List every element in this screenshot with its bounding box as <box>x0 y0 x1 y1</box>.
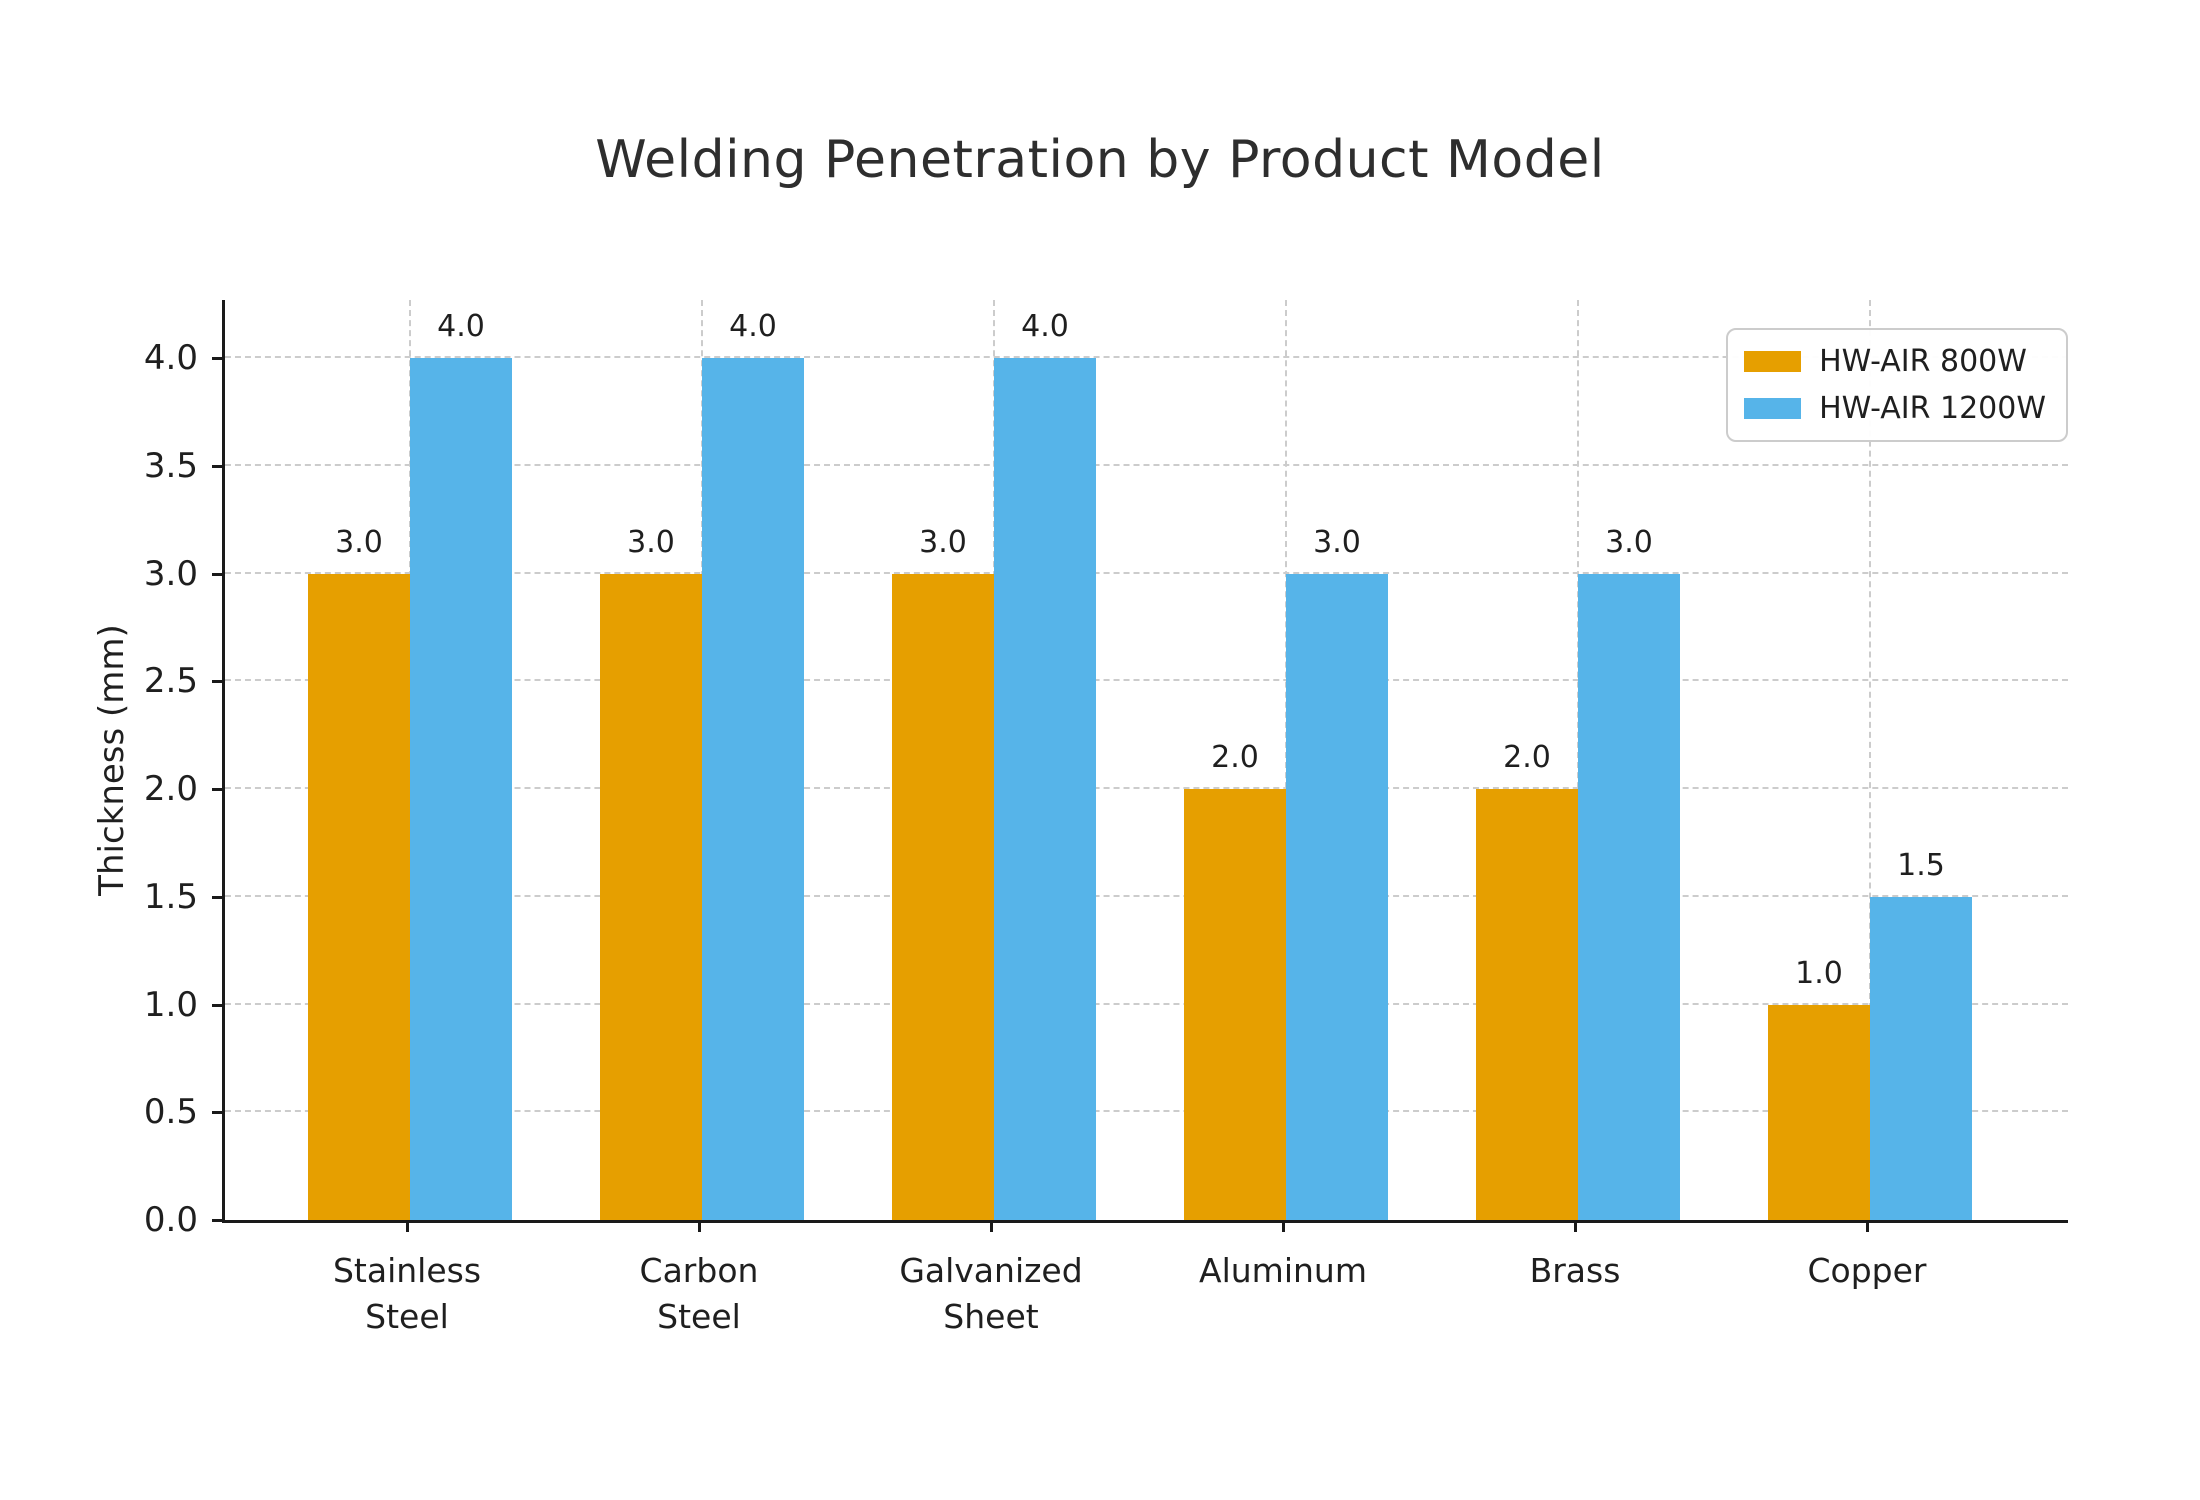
y-tick-label: 2.0 <box>143 769 198 810</box>
gridline-horizontal <box>225 787 2068 790</box>
bar-value-label: 4.0 <box>729 309 777 345</box>
bar-hw-air-1200w <box>994 358 1096 1220</box>
x-tick-mark <box>698 1222 701 1232</box>
chart-title: Welding Penetration by Product Model <box>595 130 1605 190</box>
x-tick-mark <box>1282 1222 1285 1232</box>
bar-value-label: 1.5 <box>1897 847 1945 883</box>
legend-item-label: HW-AIR 800W <box>1819 344 2027 379</box>
bar-value-label: 1.0 <box>1795 955 1843 991</box>
gridline-horizontal <box>225 356 2068 359</box>
y-tick-label: 1.5 <box>143 876 198 917</box>
gridline-horizontal <box>225 679 2068 682</box>
gridline-horizontal <box>225 894 2068 897</box>
x-tick-label: Galvanized Sheet <box>899 1251 1083 1337</box>
bar-value-label: 3.0 <box>627 524 675 560</box>
y-tick-mark <box>212 895 222 899</box>
legend-items: HW-AIR 800W HW-AIR 1200W <box>1744 344 2046 426</box>
legend-swatch <box>1744 351 1802 372</box>
x-tick-mark <box>1866 1222 1869 1232</box>
legend-swatch <box>1744 398 1802 419</box>
x-tick-mark <box>1574 1222 1577 1232</box>
bar-value-label: 3.0 <box>335 524 383 560</box>
y-tick-mark <box>212 464 222 468</box>
x-tick-label: Brass <box>1529 1251 1621 1290</box>
bar-hw-air-800w <box>1476 789 1578 1220</box>
legend-item: HW-AIR 1200W <box>1744 391 2046 426</box>
x-tick-label: Stainless Steel <box>332 1251 482 1337</box>
x-tick-label: Aluminum <box>1199 1251 1367 1290</box>
gridline-horizontal <box>225 1002 2068 1005</box>
y-tick-label: 4.0 <box>143 338 198 379</box>
bar-value-label: 3.0 <box>919 524 967 560</box>
bar-hw-air-800w <box>1768 1004 1870 1220</box>
bar-hw-air-800w <box>600 573 702 1220</box>
plot-area: HW-AIR 800W HW-AIR 1200W 3.0 4.0 3.0 4.0 3.0 4… <box>222 300 2068 1223</box>
y-tick-mark <box>212 680 222 684</box>
gridline-horizontal <box>225 571 2068 574</box>
y-tick-mark <box>212 1111 222 1115</box>
y-tick-label: 3.0 <box>143 553 198 594</box>
bar-hw-air-1200w <box>410 358 512 1220</box>
bar-value-label: 2.0 <box>1503 740 1551 776</box>
bar-value-label: 4.0 <box>437 309 485 345</box>
bar-hw-air-800w <box>1184 789 1286 1220</box>
bar-value-label: 2.0 <box>1211 740 1259 776</box>
bar-hw-air-800w <box>308 573 410 1220</box>
legend: HW-AIR 800W HW-AIR 1200W <box>1726 328 2068 442</box>
y-tick-mark <box>212 788 222 792</box>
gridline-vertical <box>1869 300 1871 1220</box>
y-tick-mark <box>212 1219 222 1222</box>
bar-hw-air-1200w <box>1286 573 1388 1220</box>
bar-value-label: 3.0 <box>1313 524 1361 560</box>
legend-item-label: HW-AIR 1200W <box>1819 391 2046 426</box>
legend-item: HW-AIR 800W <box>1744 344 2046 379</box>
x-tick-mark <box>990 1222 993 1232</box>
y-tick-label: 2.5 <box>143 661 198 702</box>
y-tick-label: 1.0 <box>143 984 198 1025</box>
y-tick-label: 0.5 <box>143 1092 198 1133</box>
bar-hw-air-1200w <box>1578 573 1680 1220</box>
y-tick-mark <box>212 357 222 361</box>
bar-hw-air-800w <box>892 573 994 1220</box>
y-tick-mark <box>212 1003 222 1007</box>
gridline-horizontal <box>225 1110 2068 1113</box>
x-tick-label: Carbon Steel <box>639 1251 759 1337</box>
bar-hw-air-1200w <box>1870 896 1972 1220</box>
y-tick-label: 0.0 <box>143 1200 198 1240</box>
y-tick-mark <box>212 572 222 576</box>
bar-value-label: 3.0 <box>1605 524 1653 560</box>
y-tick-label: 3.5 <box>143 445 198 486</box>
x-tick-mark <box>406 1222 409 1232</box>
bar-hw-air-1200w <box>702 358 804 1220</box>
gridline-horizontal <box>225 463 2068 466</box>
x-tick-label: Copper <box>1807 1251 1927 1290</box>
bar-value-label: 4.0 <box>1021 309 1069 345</box>
